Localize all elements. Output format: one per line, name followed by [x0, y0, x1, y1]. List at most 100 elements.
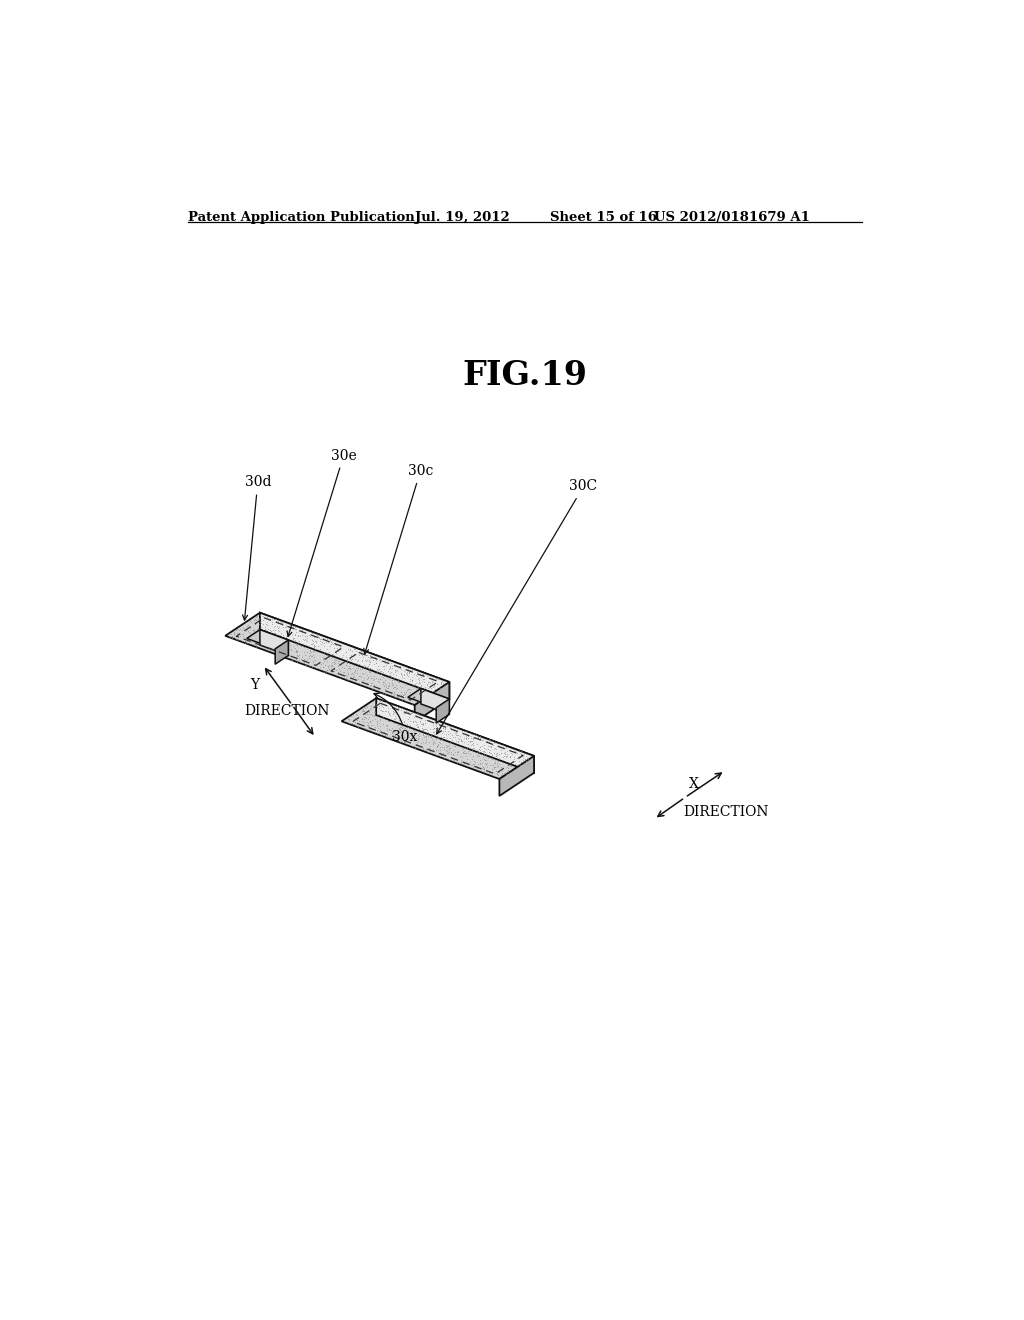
Point — [258, 619, 274, 640]
Point — [386, 725, 402, 746]
Point — [398, 717, 415, 738]
Point — [360, 653, 377, 675]
Point — [459, 748, 475, 770]
Point — [360, 655, 377, 676]
Point — [322, 630, 338, 651]
Point — [519, 748, 536, 770]
Point — [361, 657, 378, 678]
Point — [421, 682, 437, 704]
Point — [360, 651, 377, 672]
Point — [254, 618, 270, 639]
Point — [413, 676, 429, 697]
Point — [482, 735, 499, 756]
Point — [345, 664, 361, 685]
Point — [295, 628, 311, 649]
Point — [304, 632, 321, 653]
Point — [278, 626, 294, 647]
Point — [468, 741, 484, 762]
Point — [441, 715, 458, 737]
Point — [364, 672, 380, 693]
Point — [400, 721, 417, 742]
Point — [316, 643, 333, 664]
Point — [433, 675, 450, 696]
Point — [355, 669, 372, 690]
Point — [340, 638, 356, 659]
Point — [369, 693, 385, 714]
Point — [407, 688, 423, 709]
Point — [293, 648, 309, 669]
Point — [346, 643, 362, 664]
Point — [435, 714, 452, 735]
Point — [397, 673, 414, 694]
Point — [403, 704, 420, 725]
Point — [420, 742, 436, 763]
Point — [400, 718, 417, 739]
Point — [389, 672, 406, 693]
Point — [450, 742, 466, 763]
Point — [409, 661, 425, 682]
Point — [242, 618, 258, 639]
Point — [349, 656, 366, 677]
Point — [395, 664, 412, 685]
Point — [465, 756, 481, 777]
Point — [415, 723, 431, 744]
Point — [368, 652, 384, 673]
Point — [395, 684, 412, 705]
Point — [265, 628, 282, 649]
Point — [482, 737, 499, 758]
Point — [380, 676, 396, 697]
Point — [435, 718, 452, 739]
Point — [389, 697, 406, 718]
Point — [453, 751, 469, 772]
Point — [223, 627, 240, 648]
Point — [431, 669, 447, 690]
Point — [319, 656, 336, 677]
Point — [371, 649, 387, 671]
Point — [426, 675, 442, 696]
Point — [489, 735, 506, 756]
Point — [390, 718, 407, 739]
Point — [481, 754, 498, 775]
Point — [465, 735, 481, 756]
Point — [367, 701, 383, 722]
Point — [371, 722, 387, 743]
Point — [484, 759, 501, 780]
Point — [386, 684, 402, 705]
Point — [380, 697, 396, 718]
Polygon shape — [436, 700, 450, 723]
Point — [287, 624, 303, 645]
Point — [377, 700, 393, 721]
Point — [422, 711, 438, 733]
Point — [463, 754, 479, 775]
Polygon shape — [225, 612, 450, 705]
Point — [502, 747, 518, 768]
Point — [265, 623, 282, 644]
Point — [238, 619, 254, 640]
Point — [425, 718, 441, 739]
Point — [434, 729, 451, 750]
Point — [409, 665, 425, 686]
Point — [347, 663, 364, 684]
Point — [302, 640, 318, 661]
Point — [426, 709, 442, 730]
Point — [502, 755, 518, 776]
Point — [341, 656, 357, 677]
Point — [390, 686, 407, 708]
Point — [486, 766, 503, 787]
Point — [340, 709, 356, 730]
Point — [339, 649, 355, 671]
Point — [279, 616, 295, 638]
Point — [314, 628, 331, 649]
Point — [417, 718, 433, 739]
Point — [387, 676, 403, 697]
Point — [297, 644, 313, 665]
Point — [415, 718, 431, 739]
Point — [425, 714, 441, 735]
Point — [486, 752, 503, 774]
Point — [393, 721, 410, 742]
Point — [404, 689, 421, 710]
Point — [482, 731, 499, 752]
Point — [509, 748, 525, 770]
Point — [393, 717, 410, 738]
Point — [487, 760, 504, 781]
